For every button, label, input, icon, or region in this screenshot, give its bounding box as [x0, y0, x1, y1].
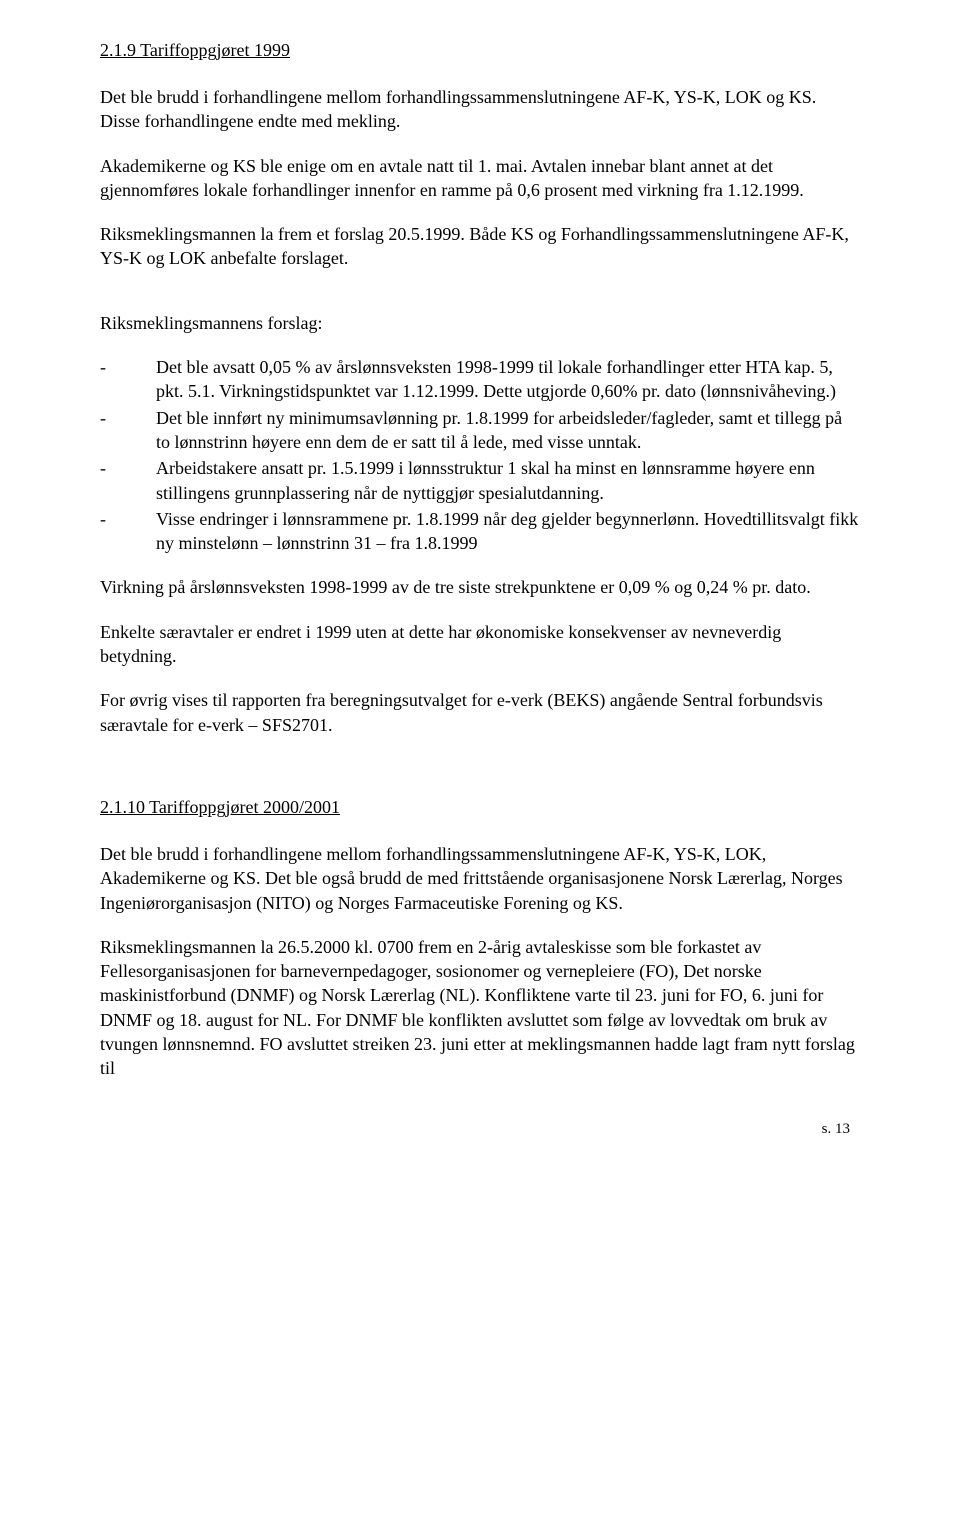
list-item: - Det ble innført ny minimumsavlønning p…: [100, 406, 860, 455]
para: Enkelte særavtaler er endret i 1999 uten…: [100, 620, 860, 669]
para: Riksmeklingsmannen la 26.5.2000 kl. 0700…: [100, 935, 860, 1081]
list-text: Visse endringer i lønnsrammene pr. 1.8.1…: [156, 507, 860, 556]
list-item: - Det ble avsatt 0,05 % av årslønnsvekst…: [100, 355, 860, 404]
para: Det ble brudd i forhandlingene mellom fo…: [100, 85, 860, 134]
para: Riksmeklingsmannen la frem et forslag 20…: [100, 222, 860, 271]
list-item: - Visse endringer i lønnsrammene pr. 1.8…: [100, 507, 860, 556]
list-text: Det ble innført ny minimumsavlønning pr.…: [156, 406, 860, 455]
list-text: Arbeidstakere ansatt pr. 1.5.1999 i lønn…: [156, 456, 860, 505]
page-number: s. 13: [100, 1121, 860, 1138]
para: For øvrig vises til rapporten fra beregn…: [100, 688, 860, 737]
para: Det ble brudd i forhandlingene mellom fo…: [100, 842, 860, 915]
bullet-dash-icon: -: [100, 507, 156, 556]
bullet-dash-icon: -: [100, 406, 156, 455]
bullet-dash-icon: -: [100, 355, 156, 404]
spacer: [100, 291, 860, 311]
list-item: - Arbeidstakere ansatt pr. 1.5.1999 i lø…: [100, 456, 860, 505]
bullet-list: - Det ble avsatt 0,05 % av årslønnsvekst…: [100, 355, 860, 555]
document-page: 2.1.9 Tariffoppgjøret 1999 Det ble brudd…: [0, 0, 960, 1178]
list-text: Det ble avsatt 0,05 % av årslønnsveksten…: [156, 355, 860, 404]
bullet-dash-icon: -: [100, 456, 156, 505]
spacer: [100, 777, 860, 797]
para-list-intro: Riksmeklingsmannens forslag:: [100, 311, 860, 335]
para: Akademikerne og KS ble enige om en avtal…: [100, 154, 860, 203]
section-heading-1999: 2.1.9 Tariffoppgjøret 1999: [100, 40, 860, 61]
para: Virkning på årslønnsveksten 1998-1999 av…: [100, 575, 860, 599]
section-heading-2000: 2.1.10 Tariffoppgjøret 2000/2001: [100, 797, 860, 818]
spacer: [100, 757, 860, 777]
